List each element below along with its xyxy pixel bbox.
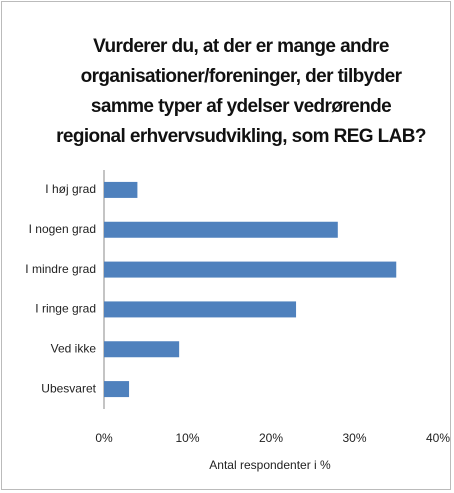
x-tick-label: 20% [259,431,283,445]
y-tick-label: Ubesvaret [41,381,96,395]
chart-title: Vurderer du, at der er mange andre organ… [56,36,426,147]
x-tick-label: 30% [342,431,366,445]
bar [104,341,180,358]
x-tick-label: 40% [426,431,450,445]
bar [104,381,130,398]
bar [104,221,338,238]
y-tick-label: I nogen grad [29,222,96,236]
x-tick-label: 0% [95,431,113,445]
bar [104,181,138,198]
x-axis-label: Antal respondenter i % [209,458,331,472]
bar [104,301,297,318]
x-tick-label: 10% [175,431,199,445]
y-tick-label: I høj grad [45,182,96,196]
y-tick-label: I mindre grad [25,262,96,276]
y-tick-label: I ringe grad [35,302,96,316]
bar [104,261,397,278]
y-tick-label: Ved ikke [51,341,97,355]
